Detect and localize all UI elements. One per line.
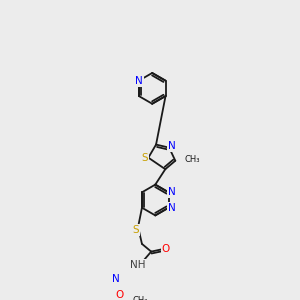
Text: N: N	[168, 141, 175, 151]
Text: O: O	[115, 290, 123, 300]
Text: S: S	[133, 225, 139, 235]
Text: N: N	[135, 76, 143, 86]
Text: CH₃: CH₃	[132, 296, 148, 300]
Text: N: N	[168, 203, 176, 214]
Text: N: N	[112, 274, 119, 284]
Text: NH: NH	[130, 260, 146, 270]
Text: S: S	[141, 153, 148, 163]
Text: N: N	[168, 187, 176, 196]
Text: O: O	[162, 244, 170, 254]
Text: CH₃: CH₃	[184, 155, 200, 164]
